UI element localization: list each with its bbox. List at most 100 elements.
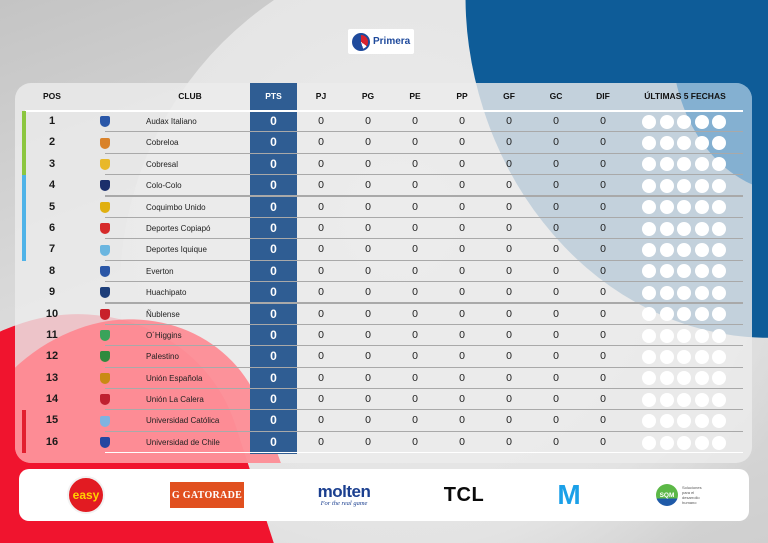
club-name[interactable]: Universidad Católica bbox=[146, 416, 220, 426]
stat-gf: 0 bbox=[506, 115, 512, 127]
points: 0 bbox=[270, 242, 277, 257]
stat-dif: 0 bbox=[600, 350, 606, 363]
stat-pp: 0 bbox=[459, 328, 465, 341]
stat-pg: 0 bbox=[365, 328, 371, 341]
position: 7 bbox=[48, 243, 56, 256]
sponsor-molten[interactable]: molten For the real game bbox=[304, 469, 384, 521]
club-name[interactable]: Audax Italiano bbox=[146, 117, 197, 126]
sponsor-easy[interactable]: easy bbox=[61, 469, 111, 521]
result-dot-icon bbox=[694, 221, 709, 236]
stat-pg: 0 bbox=[365, 264, 371, 277]
club-name[interactable]: Unión Española bbox=[146, 373, 203, 383]
sponsor-gatorade[interactable]: G GATORADE bbox=[167, 469, 247, 521]
stat-dif: 0 bbox=[600, 286, 606, 299]
header-pp: PP bbox=[456, 91, 468, 101]
club-name[interactable]: Colo-Colo bbox=[146, 181, 182, 191]
sponsor-movistar[interactable]: M bbox=[544, 469, 594, 521]
result-dot-icon bbox=[677, 307, 691, 322]
club-name[interactable]: Huachipato bbox=[146, 288, 187, 298]
club-name[interactable]: Deportes Iquique bbox=[146, 245, 207, 255]
table-row[interactable]: 7 Deportes Iquique 0 0 0 0 0 0 0 0 bbox=[15, 239, 752, 262]
table-row[interactable]: 5 Coquimbo Unido 0 0 0 0 0 0 0 0 bbox=[15, 196, 752, 219]
table-row[interactable]: 15 Universidad Católica 0 0 0 0 0 0 0 0 bbox=[15, 410, 752, 433]
stat-pj: 0 bbox=[318, 435, 324, 448]
result-dot-icon bbox=[677, 285, 691, 300]
club-name[interactable]: Unión La Calera bbox=[146, 395, 204, 405]
stat-gc: 0 bbox=[553, 136, 559, 149]
last-5-results bbox=[642, 154, 726, 175]
result-dot-icon bbox=[642, 392, 656, 407]
result-dot-icon bbox=[659, 349, 674, 364]
table-row[interactable]: 1 Audax Italiano 0 0 0 0 0 0 0 0 bbox=[15, 111, 752, 133]
result-dot-icon bbox=[677, 264, 691, 279]
last-5-results bbox=[642, 304, 726, 325]
stat-pj: 0 bbox=[318, 179, 324, 192]
club-name[interactable]: Universidad de Chile bbox=[146, 437, 220, 447]
header-dif: DIF bbox=[596, 91, 610, 101]
club-name[interactable]: Palestino bbox=[146, 352, 179, 362]
points: 0 bbox=[270, 434, 277, 449]
stat-gc: 0 bbox=[553, 243, 559, 256]
stat-pj: 0 bbox=[318, 393, 324, 406]
club-name[interactable]: Everton bbox=[146, 266, 174, 276]
result-dot-icon bbox=[677, 349, 691, 364]
stat-dif: 0 bbox=[600, 393, 606, 406]
stat-gf: 0 bbox=[506, 393, 512, 406]
points: 0 bbox=[270, 178, 277, 193]
table-row[interactable]: 8 Everton 0 0 0 0 0 0 0 0 bbox=[15, 261, 752, 283]
sponsor-bar: easy G GATORADE molten For the real game… bbox=[19, 469, 749, 521]
table-row[interactable]: 3 Cobresal 0 0 0 0 0 0 0 0 bbox=[15, 153, 752, 176]
stat-pg: 0 bbox=[365, 393, 371, 406]
table-row[interactable]: 6 Deportes Copiapó 0 0 0 0 0 0 0 0 bbox=[15, 217, 752, 240]
table-row[interactable]: 4 Colo-Colo 0 0 0 0 0 0 0 0 bbox=[15, 175, 752, 197]
sponsor-tcl[interactable]: TCL bbox=[429, 469, 499, 521]
stat-pe: 0 bbox=[412, 307, 418, 320]
result-dot-icon bbox=[712, 371, 726, 386]
table-row[interactable]: 10 Ñublense 0 0 0 0 0 0 0 0 bbox=[15, 304, 752, 326]
sqm-logo: SQM bbox=[656, 484, 678, 506]
result-dot-icon bbox=[677, 392, 691, 407]
result-dot-icon bbox=[694, 371, 709, 386]
table-row[interactable]: 2 Cobreloa 0 0 0 0 0 0 0 0 bbox=[15, 132, 752, 155]
stat-pe: 0 bbox=[412, 200, 418, 213]
club-name[interactable]: O´Higgins bbox=[146, 330, 182, 340]
result-dot-icon bbox=[712, 114, 726, 129]
club-name[interactable]: Coquimbo Unido bbox=[146, 202, 206, 212]
stat-pe: 0 bbox=[412, 371, 418, 384]
last-5-results bbox=[642, 389, 726, 410]
club-crest bbox=[95, 197, 115, 218]
table-row[interactable]: 13 Unión Española 0 0 0 0 0 0 0 0 bbox=[15, 368, 752, 390]
table-row[interactable]: 9 Huachipato 0 0 0 0 0 0 0 0 bbox=[15, 282, 752, 304]
header-pj: PJ bbox=[315, 91, 327, 101]
zone-indicator-top bbox=[22, 132, 26, 154]
stat-dif: 0 bbox=[600, 179, 606, 192]
result-dot-icon bbox=[712, 328, 726, 343]
result-dot-icon bbox=[694, 392, 709, 407]
stat-pg: 0 bbox=[365, 136, 371, 149]
result-dot-icon bbox=[694, 414, 709, 429]
points: 0 bbox=[270, 135, 277, 150]
last-5-results bbox=[642, 132, 726, 153]
position: 2 bbox=[48, 136, 56, 149]
club-name[interactable]: Cobresal bbox=[146, 159, 179, 169]
result-dot-icon bbox=[659, 221, 674, 236]
club-name[interactable]: Deportes Copiapó bbox=[146, 223, 211, 233]
stat-gf: 0 bbox=[506, 307, 512, 320]
club-name[interactable]: Cobreloa bbox=[146, 138, 179, 148]
result-dot-icon bbox=[659, 328, 674, 343]
pts-column-highlight bbox=[250, 83, 297, 454]
table-row[interactable]: 16 Universidad de Chile 0 0 0 0 0 0 0 0 bbox=[15, 431, 752, 454]
position: 1 bbox=[48, 115, 56, 127]
sponsor-sqm[interactable]: SQM Soluciones para el desarrollo humano bbox=[647, 469, 717, 521]
easy-logo: easy bbox=[67, 476, 105, 514]
zone-indicator-upper bbox=[22, 196, 26, 218]
club-name[interactable]: Ñublense bbox=[146, 309, 180, 319]
points: 0 bbox=[270, 370, 277, 385]
stat-pj: 0 bbox=[318, 243, 324, 256]
last-5-results bbox=[642, 175, 726, 196]
stat-gc: 0 bbox=[553, 371, 559, 384]
table-row[interactable]: 14 Unión La Calera 0 0 0 0 0 0 0 0 bbox=[15, 389, 752, 411]
table-row[interactable]: 11 O´Higgins 0 0 0 0 0 0 0 0 bbox=[15, 325, 752, 347]
table-row[interactable]: 12 Palestino 0 0 0 0 0 0 0 0 bbox=[15, 346, 752, 369]
club-crest bbox=[95, 410, 115, 431]
